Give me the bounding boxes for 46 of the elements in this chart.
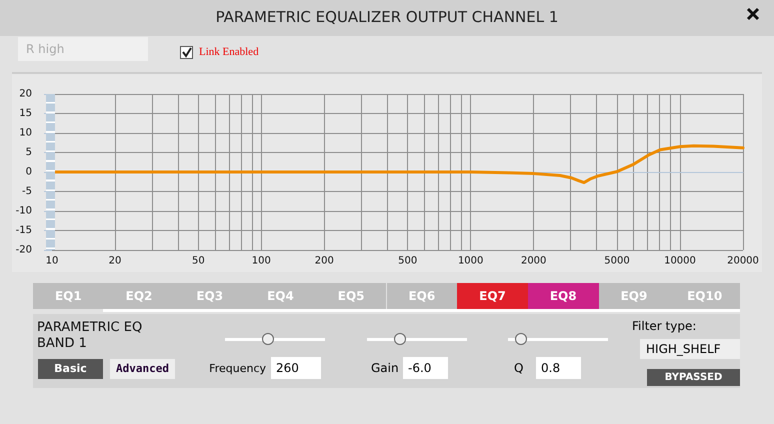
text: EQ1 <box>33 283 104 309</box>
text: 260 <box>271 357 321 379</box>
text: R high <box>18 37 148 61</box>
text: EQ10 <box>669 283 740 309</box>
text: EQ8 <box>528 283 599 309</box>
x-tick-label: 50 <box>192 256 205 266</box>
text: Advanced <box>110 359 175 379</box>
x-tick-label: 1000 <box>458 256 484 266</box>
text: Basic <box>38 359 103 379</box>
x-tick-label: 5000 <box>604 256 630 266</box>
text: EQ6 <box>386 283 458 309</box>
y-tick-label: -15 <box>16 225 32 236</box>
chart-title: PARAMETRIC EQUALIZER OUTPUT CHANNEL 1 <box>0 0 774 36</box>
x-tick-label: 100 <box>252 256 271 266</box>
text: Frequency <box>209 362 266 375</box>
y-tick-label: 5 <box>26 147 32 158</box>
y-tick-label: 0 <box>26 166 32 178</box>
text: BAND 1 <box>37 336 87 351</box>
text: EQ9 <box>598 283 670 309</box>
y-tick-label: -5 <box>22 186 32 197</box>
text: EQ4 <box>245 283 316 309</box>
y-tick-label: 20 <box>19 88 32 100</box>
x-tick-label: 10000 <box>664 256 696 266</box>
y-tick-label: -20 <box>16 244 32 256</box>
x-tick-label: 20 <box>108 256 122 266</box>
text: -6.0 <box>403 357 448 379</box>
text: EQ2 <box>104 283 174 309</box>
x-tick-label: 2000 <box>520 256 546 266</box>
text: HIGH_SHELF <box>640 339 740 359</box>
text: Link Enabled <box>199 46 259 58</box>
text: Gain <box>371 361 399 375</box>
x-tick-label: 10 <box>46 256 58 266</box>
y-tick-label: 15 <box>19 108 32 119</box>
text: PARAMETRIC EQ <box>37 320 142 335</box>
x-tick-label: 200 <box>314 256 334 266</box>
text: EQ3 <box>174 283 246 309</box>
text: Filter type: <box>632 319 696 333</box>
x-tick-label: 500 <box>398 256 418 266</box>
y-tick-label: 10 <box>19 128 32 138</box>
y-tick-label: -10 <box>16 206 32 216</box>
text: EQ7 <box>457 283 528 309</box>
text: BYPASSED <box>647 369 740 386</box>
text: 0.8 <box>536 357 581 379</box>
text: EQ5 <box>316 283 386 309</box>
x-tick-label: 20000 <box>727 256 759 266</box>
text: Q <box>514 361 524 375</box>
